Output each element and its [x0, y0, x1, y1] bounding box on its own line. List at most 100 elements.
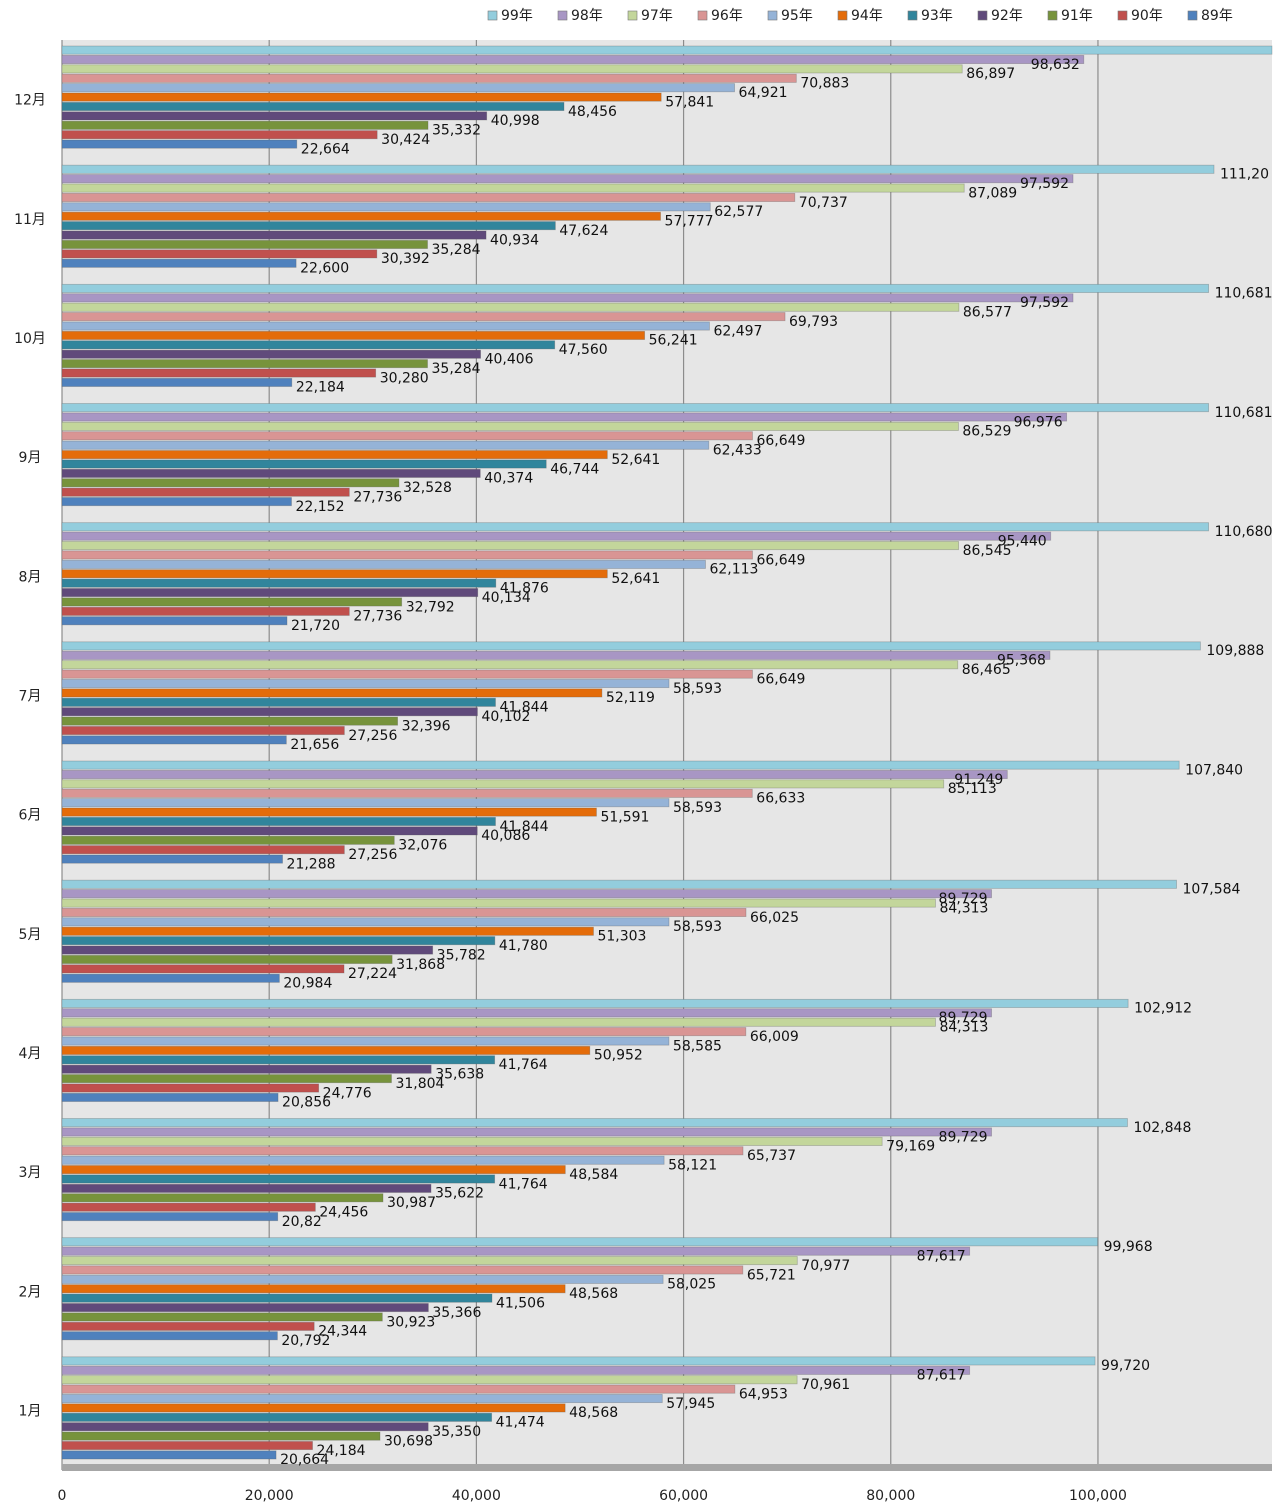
- bar: [61, 330, 646, 340]
- bar: [61, 102, 565, 112]
- bar: [61, 522, 1209, 532]
- plot-area: 0 20,000 40,000 60,000 80,000 100,000 12月 11月 10…: [14, 40, 1273, 1504]
- bar: [61, 45, 1273, 55]
- data-label: 64,921: [739, 85, 788, 101]
- bar: [61, 359, 428, 369]
- data-label: 107,584: [1183, 882, 1241, 898]
- data-label: 58,121: [668, 1158, 717, 1174]
- data-label: 20,664: [280, 1452, 329, 1468]
- data-label: 110,681: [1215, 286, 1273, 302]
- data-label: 56,241: [649, 333, 698, 349]
- data-label: 84,313: [939, 1020, 988, 1036]
- data-label: 50,952: [594, 1048, 643, 1064]
- x-tick-label: 60,000: [659, 1488, 708, 1504]
- bar: [61, 726, 345, 736]
- bar: [61, 898, 936, 908]
- data-label: 107,840: [1185, 762, 1243, 778]
- data-label: 86,545: [963, 543, 1012, 559]
- bar: [61, 998, 1129, 1008]
- bar: [61, 1293, 493, 1303]
- bar: [61, 459, 547, 469]
- data-label: 35,332: [432, 123, 481, 139]
- data-label: 62,497: [713, 323, 762, 339]
- legend-label: 98年: [571, 8, 603, 24]
- legend-label: 92年: [991, 8, 1023, 24]
- bar: [61, 788, 753, 798]
- bar: [61, 468, 481, 478]
- bar: [61, 669, 753, 679]
- bar: [61, 1055, 496, 1065]
- bar: [61, 1045, 591, 1055]
- bar: [61, 779, 945, 789]
- bar: [61, 64, 963, 74]
- bar: [61, 377, 293, 387]
- data-label: 31,804: [395, 1076, 444, 1092]
- data-label: 35,366: [432, 1305, 481, 1321]
- data-label: 64,953: [739, 1386, 788, 1402]
- category-label: 8月: [19, 569, 42, 585]
- data-label: 109,888: [1206, 643, 1264, 659]
- data-label: 24,456: [319, 1205, 368, 1221]
- data-label: 66,633: [756, 791, 805, 807]
- category-label: 1月: [19, 1403, 42, 1419]
- bar: [61, 183, 965, 193]
- data-label: 58,593: [673, 681, 722, 697]
- data-label: 70,737: [799, 195, 848, 211]
- bar: [61, 1202, 316, 1212]
- bar: [61, 679, 670, 689]
- bar: [61, 1274, 664, 1284]
- bar: [61, 111, 488, 121]
- bar: [61, 660, 959, 670]
- data-label: 48,568: [569, 1286, 618, 1302]
- legend-swatch: [487, 10, 498, 21]
- data-label: 91,249: [954, 772, 1003, 788]
- data-label: 57,777: [665, 214, 714, 230]
- data-label: 41,474: [496, 1415, 545, 1431]
- category-label: 9月: [19, 450, 42, 466]
- bar: [61, 239, 428, 249]
- bar: [61, 230, 487, 240]
- bar: [61, 368, 377, 378]
- bar: [61, 1118, 1128, 1128]
- bar: [61, 578, 497, 588]
- bar: [61, 854, 283, 864]
- data-label: 87,617: [917, 1248, 966, 1264]
- data-label: 24,776: [323, 1085, 372, 1101]
- bar: [61, 497, 292, 507]
- bar: [61, 258, 297, 268]
- bar: [61, 1127, 992, 1137]
- bar: [61, 879, 1177, 889]
- data-label: 110,680: [1215, 524, 1273, 540]
- data-label: 84,313: [939, 900, 988, 916]
- data-label: 30,698: [384, 1433, 433, 1449]
- data-label: 30,280: [380, 370, 429, 386]
- bar: [61, 1384, 736, 1394]
- data-label: 32,396: [402, 718, 451, 734]
- data-label: 48,584: [569, 1167, 618, 1183]
- x-tick-label: 40,000: [452, 1488, 501, 1504]
- data-label: 85,113: [948, 781, 997, 797]
- category-label: 2月: [19, 1284, 42, 1300]
- x-tick-label: 20,000: [245, 1488, 294, 1504]
- data-label: 41,876: [500, 580, 549, 596]
- data-label: 35,622: [435, 1186, 484, 1202]
- data-label: 52,641: [611, 452, 660, 468]
- data-label: 30,424: [381, 132, 430, 148]
- data-label: 87,617: [917, 1368, 966, 1384]
- legend-label: 95年: [781, 8, 813, 24]
- data-label: 62,577: [714, 204, 763, 220]
- data-label: 48,456: [568, 104, 617, 120]
- bar: [61, 1246, 971, 1256]
- data-label: 21,288: [287, 856, 336, 872]
- bar: [61, 1027, 747, 1037]
- bar: [61, 889, 992, 899]
- data-label: 30,923: [386, 1314, 435, 1330]
- data-label: 35,350: [432, 1424, 481, 1440]
- data-label: 57,841: [665, 94, 714, 110]
- data-label: 58,585: [673, 1038, 722, 1054]
- data-label: 41,764: [499, 1057, 548, 1073]
- data-label: 102,848: [1133, 1120, 1191, 1136]
- bar: [61, 1146, 744, 1156]
- legend-label: 99年: [501, 8, 533, 24]
- legend-swatch: [837, 10, 848, 21]
